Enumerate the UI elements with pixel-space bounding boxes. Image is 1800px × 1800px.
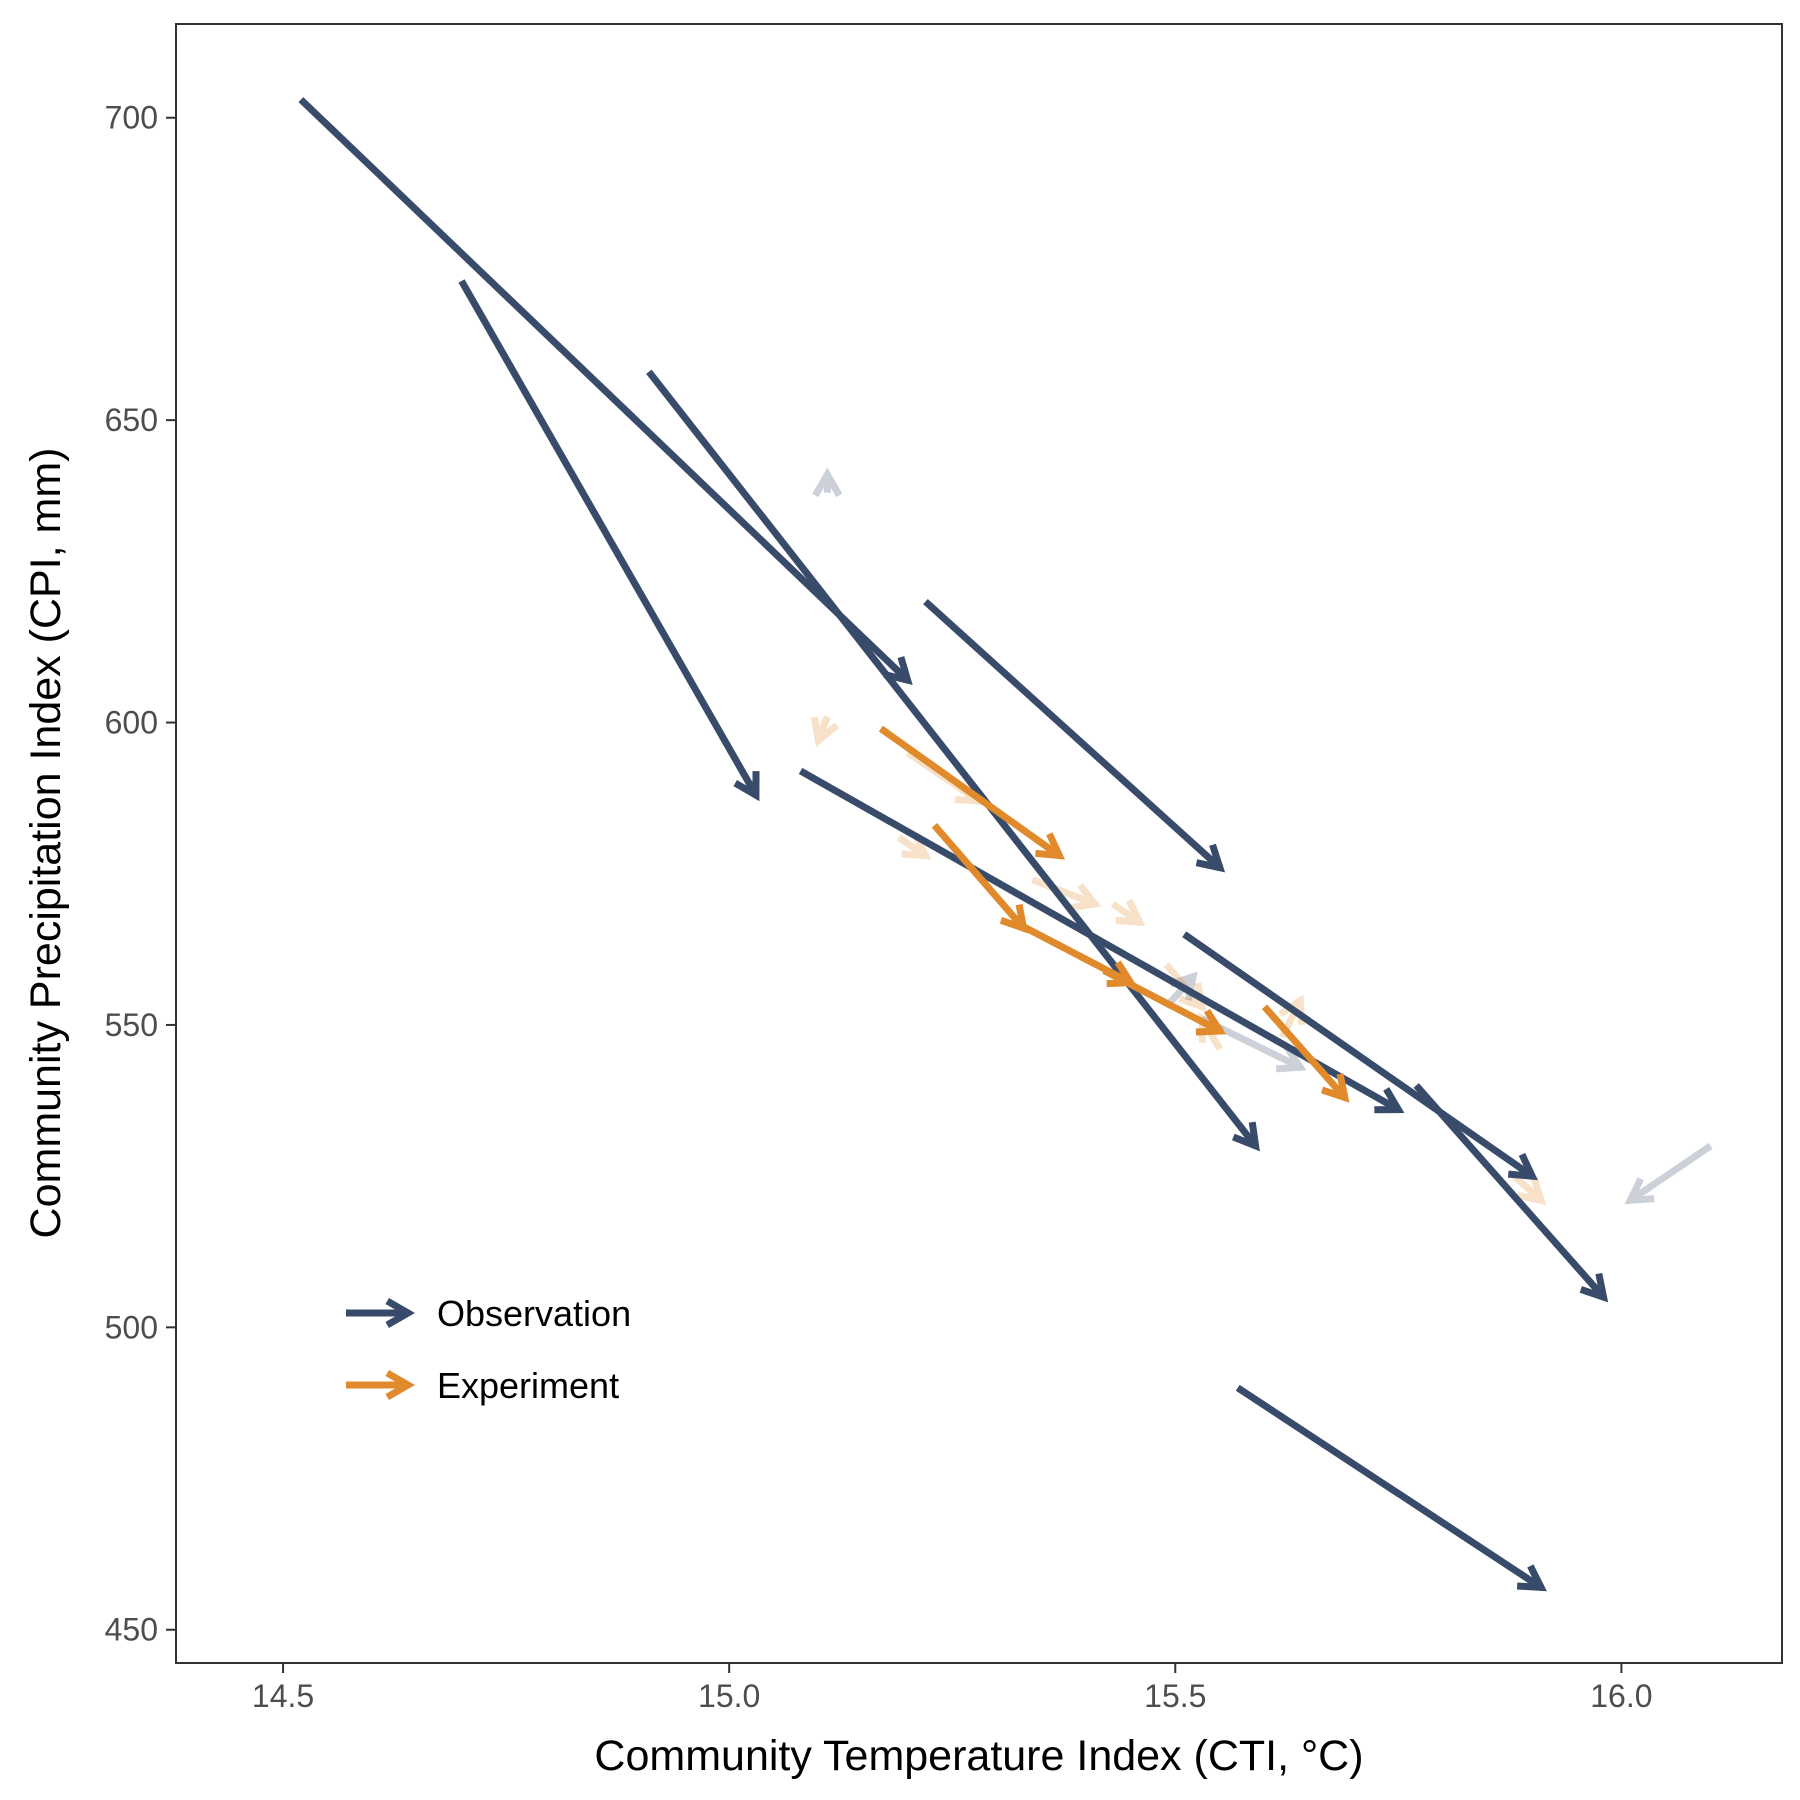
x-tick-label: 15.5: [1144, 1678, 1206, 1714]
x-tick-label: 16.0: [1590, 1678, 1652, 1714]
x-tick-label: 15.0: [698, 1678, 760, 1714]
y-tick-label: 450: [105, 1612, 158, 1648]
observation-arrow: [798, 767, 1405, 1114]
observation-arrow: [1182, 931, 1538, 1181]
legend-key-observation: [346, 1297, 415, 1329]
experiment-arrow: [1261, 1004, 1350, 1103]
y-tick-label: 650: [105, 402, 158, 438]
legend-label-experiment: Experiment: [437, 1365, 619, 1406]
x-axis-title: Community Temperature Index (CTI, °C): [594, 1732, 1363, 1780]
observation-arrow: [812, 467, 843, 498]
experiment-arrow: [878, 725, 1066, 860]
x-axis: 14.5 15.0 15.5 16.0: [252, 1663, 1653, 1714]
legend-label-observation: Observation: [437, 1293, 631, 1334]
y-tick-label: 550: [105, 1007, 158, 1043]
observation-arrow: [923, 598, 1226, 873]
arrows-layer: [298, 97, 1713, 1592]
y-axis: 450 500 550 600 650 700: [105, 100, 176, 1648]
observation-arrow: [458, 279, 760, 802]
y-axis-title: Community Precipitation Index (CPI, mm): [22, 448, 70, 1239]
plot-panel: [175, 23, 1783, 1664]
observation-arrow: [1235, 1384, 1547, 1592]
legend-key-experiment: [346, 1369, 415, 1401]
experiment-arrow: [1511, 1173, 1547, 1206]
observation-arrow: [1413, 1083, 1609, 1303]
y-tick-label: 500: [105, 1309, 158, 1345]
x-tick-label: 14.5: [252, 1678, 314, 1714]
experiment-arrow: [810, 715, 840, 748]
y-tick-label: 700: [105, 100, 158, 136]
legend: Observation Experiment: [346, 1293, 631, 1406]
y-tick-label: 600: [105, 705, 158, 741]
experiment-arrow: [1102, 967, 1227, 1036]
observation-arrow: [646, 369, 1260, 1152]
observation-arrow: [1624, 1143, 1713, 1205]
experiment-arrow: [1031, 876, 1102, 912]
experiment-arrow: [1110, 899, 1146, 927]
